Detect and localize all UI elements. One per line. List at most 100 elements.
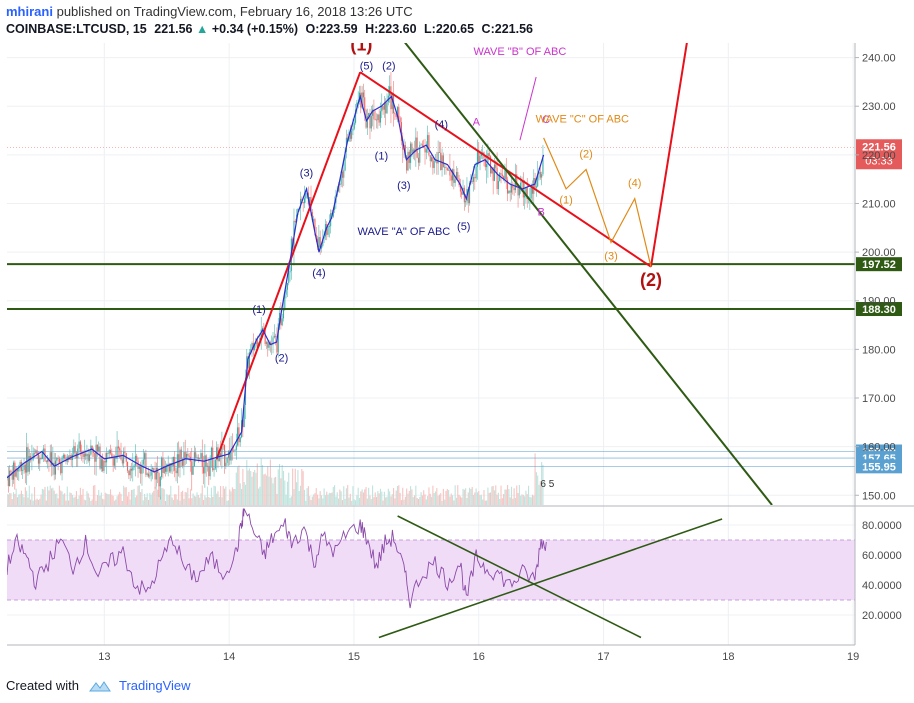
volume-bar — [175, 494, 177, 505]
volume-bar — [66, 486, 68, 505]
volume-bar — [7, 493, 8, 505]
candle-body — [182, 458, 184, 466]
candle-body — [412, 149, 414, 153]
volume-bar — [391, 494, 393, 505]
volume-bar — [470, 488, 472, 505]
candle-body — [353, 122, 355, 129]
volume-bar — [451, 495, 454, 505]
candle-body — [170, 462, 172, 472]
x-tick-label: 13 — [98, 651, 110, 663]
volume-bar — [365, 487, 367, 505]
candle-body — [379, 111, 382, 123]
volume-bar — [496, 494, 498, 505]
volume-bar — [44, 486, 46, 505]
volume-bar — [441, 500, 443, 505]
volume-bar — [150, 494, 152, 505]
volume-bar — [153, 490, 155, 505]
candle-body — [158, 473, 160, 487]
volume-bar — [524, 496, 526, 505]
volume-bar — [446, 488, 448, 505]
candle-body — [454, 179, 456, 183]
volume-bar — [89, 497, 91, 505]
candle-body — [172, 457, 174, 466]
volume-bar — [299, 485, 302, 505]
volume-bar — [199, 497, 201, 505]
candle-body — [449, 169, 451, 176]
wave-b-arrow — [519, 76, 537, 141]
candle-body — [524, 195, 526, 198]
volume-bar — [294, 468, 296, 505]
candle-body — [407, 151, 409, 171]
candle-body — [98, 446, 100, 452]
volume-bar — [514, 497, 516, 505]
wave-label: C — [542, 114, 550, 126]
wave-annotations: (1) (2) (5) (2) (1) (3) (4) (5) (3) (4) (1) (2) WAVE… — [252, 43, 662, 490]
tradingview-logo-icon[interactable] — [88, 680, 111, 692]
candle-body — [145, 453, 147, 475]
candle-body — [15, 469, 17, 477]
ohlc-high-label: H: — [365, 22, 379, 36]
volume-bar — [108, 494, 110, 505]
candle-body — [237, 427, 239, 446]
volume-bar — [109, 489, 112, 505]
candle-body — [406, 156, 408, 171]
volume-bar — [411, 489, 413, 505]
volume-bar — [475, 488, 477, 505]
candle-body — [396, 107, 399, 118]
volume-bar — [35, 499, 37, 505]
tradingview-brand[interactable]: TradingView — [118, 678, 191, 693]
candle-body — [434, 160, 437, 162]
volume-bar — [531, 494, 534, 505]
volume-bar — [406, 488, 408, 505]
volume-bar — [488, 492, 490, 505]
volume-bar — [53, 490, 55, 505]
volume-bar — [82, 488, 84, 505]
volume-bar — [442, 488, 444, 505]
volume-bar — [121, 500, 123, 505]
volume-bar — [145, 497, 147, 505]
volume-bar — [208, 497, 210, 505]
candle-body — [277, 323, 279, 353]
candle-body — [289, 270, 291, 273]
volume-bar — [258, 488, 260, 505]
volume-bar — [162, 488, 164, 505]
author-name[interactable]: mhirani — [6, 4, 53, 19]
candle-body — [49, 452, 51, 462]
volume-bar — [22, 493, 24, 505]
candle-body — [153, 468, 155, 472]
volume-bar — [322, 498, 324, 505]
volume-bar — [83, 499, 85, 505]
y-tick-label: 200.00 — [862, 247, 896, 259]
volume-bar — [223, 488, 226, 505]
volume-bar — [203, 500, 205, 505]
candle-body — [446, 168, 448, 171]
volume-bar — [10, 493, 12, 505]
candle-body — [26, 447, 28, 473]
candle-body — [130, 468, 133, 471]
volume-bar — [170, 485, 172, 505]
wave-label: (3) — [397, 180, 410, 192]
candle-body — [78, 441, 80, 449]
volume-bar — [237, 466, 239, 505]
volume-bar — [357, 487, 359, 505]
candle-body — [538, 172, 540, 174]
y-tick-label: 170.00 — [862, 393, 896, 405]
volume-bar — [534, 453, 536, 505]
volume-bar — [178, 485, 180, 505]
volume-bar — [285, 494, 287, 505]
candle-body — [486, 163, 488, 168]
volume-bar — [48, 490, 50, 505]
candle-body — [64, 454, 66, 459]
volume-bar — [171, 497, 173, 505]
volume-bar — [124, 487, 126, 505]
candle-body — [180, 449, 182, 459]
rsi-tick-label: 80.0000 — [862, 520, 902, 532]
volume-bar — [469, 487, 471, 505]
volume-bar — [165, 500, 167, 505]
volume-bar — [328, 492, 330, 505]
candle-body — [251, 342, 253, 350]
candle-body — [459, 185, 461, 192]
volume-bar — [525, 490, 527, 505]
candle-body — [424, 147, 426, 153]
